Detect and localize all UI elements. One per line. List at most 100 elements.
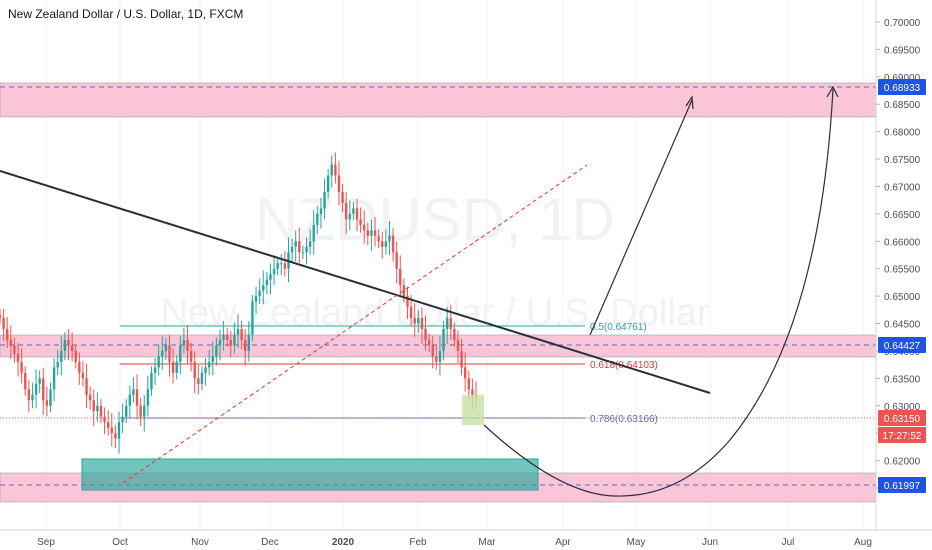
candle-body — [384, 241, 388, 247]
candle-body — [265, 279, 269, 286]
fib-05-label: 0.5(0.64761) — [590, 322, 647, 333]
candle-body — [88, 394, 92, 401]
candle-body — [175, 361, 178, 373]
candle-body — [56, 361, 59, 368]
candle-body — [363, 224, 366, 231]
candle-body — [193, 361, 196, 379]
candle-body — [157, 356, 160, 368]
candle-body — [247, 334, 251, 351]
candle-body — [2, 318, 5, 330]
candle-body — [60, 350, 63, 362]
projection-arrow-curve[interactable] — [483, 88, 834, 497]
x-tick-label: Apr — [555, 537, 571, 548]
candle-body — [225, 334, 229, 340]
candle-body — [453, 329, 456, 340]
candle-body — [373, 230, 377, 236]
resistance-zone[interactable] — [0, 82, 877, 118]
current-candle-box[interactable] — [462, 395, 484, 425]
pivot-zone[interactable] — [0, 334, 877, 358]
time-axis[interactable]: Sep Oct Nov Dec 2020 Feb Mar Apr May Jun Jul Aug — [37, 537, 872, 548]
candle-body — [143, 405, 146, 417]
svg-text:0.68933: 0.68933 — [884, 83, 921, 94]
candle-body — [20, 361, 23, 373]
y-tick-label: 0.65500 — [884, 265, 921, 276]
countdown-label: 17:27:52 — [878, 427, 926, 443]
y-tick-label: 0.62000 — [884, 457, 921, 468]
candle-body — [359, 219, 362, 225]
candle-body — [204, 367, 207, 373]
x-tick-label: Nov — [191, 537, 209, 548]
svg-text:17:27:52: 17:27:52 — [883, 431, 922, 442]
candle-body — [409, 307, 413, 319]
candle-body — [106, 422, 110, 428]
candle-body — [78, 361, 81, 373]
candle-body — [211, 356, 214, 362]
candle-body — [294, 241, 297, 247]
candle-body — [391, 235, 395, 253]
candles — [0, 152, 478, 454]
candle-body — [427, 339, 431, 346]
candle-body — [186, 339, 189, 351]
svg-text:0.61997: 0.61997 — [884, 481, 921, 492]
candle-body — [341, 191, 344, 203]
candle-body — [240, 329, 243, 340]
candle-body — [348, 213, 351, 220]
fib-786-label: 0.786(0.63166) — [590, 414, 658, 425]
candle-body — [135, 389, 139, 406]
candle-body — [103, 416, 106, 423]
x-tick-label: 2020 — [332, 537, 355, 548]
x-tick-label: Jul — [782, 537, 795, 548]
candle-body — [189, 350, 193, 362]
candle-body — [52, 367, 56, 390]
candle-body — [424, 329, 427, 340]
y-tick-label: 0.68000 — [884, 128, 921, 139]
demand-box[interactable] — [81, 458, 539, 491]
candle-body — [110, 427, 113, 434]
y-tick-label: 0.63500 — [884, 374, 921, 385]
candle-body — [200, 372, 204, 384]
candle-body — [233, 334, 236, 346]
candle-body — [9, 339, 13, 346]
candle-body — [417, 318, 420, 324]
projection-arrow-straight[interactable] — [589, 99, 693, 336]
candle-body — [283, 263, 287, 269]
candle-body — [125, 405, 128, 417]
candle-body — [262, 285, 265, 291]
candle-body — [431, 345, 434, 357]
y-tick-label: 0.67000 — [884, 182, 921, 193]
candle-body — [45, 400, 49, 406]
y-tick-label: 0.68500 — [884, 100, 921, 111]
candle-body — [352, 208, 355, 214]
svg-text:0.63150: 0.63150 — [884, 414, 921, 425]
y-tick-label: 0.64500 — [884, 320, 921, 331]
candle-body — [16, 353, 20, 362]
candle-body — [334, 164, 337, 176]
candle-body — [442, 329, 445, 351]
x-tick-label: Aug — [854, 537, 872, 548]
price-label-resistance: 0.68933 — [878, 79, 926, 95]
y-tick-label: 0.69500 — [884, 45, 921, 56]
candle-body — [305, 246, 308, 253]
fib-trend-line[interactable] — [122, 164, 588, 484]
y-tick-label: 0.69000 — [884, 73, 921, 84]
candle-body — [388, 235, 391, 242]
candle-body — [276, 263, 279, 269]
candle-body — [467, 378, 470, 390]
candle-body — [269, 274, 272, 280]
downtrend-line[interactable] — [0, 170, 711, 394]
x-tick-label: Jun — [702, 537, 718, 548]
candle-body — [330, 164, 333, 176]
candle-body — [182, 339, 186, 346]
candle-body — [258, 290, 261, 297]
watermark-symbol: NZDUSD, 1D — [255, 186, 615, 253]
arrow-head-2 — [826, 85, 839, 98]
candle-body — [244, 339, 247, 351]
candle-body — [344, 202, 348, 220]
candle-body — [168, 345, 171, 362]
candle-body — [471, 389, 474, 395]
candle-body — [34, 383, 38, 395]
y-tick-label: 0.66000 — [884, 237, 921, 248]
svg-text:0.64427: 0.64427 — [884, 341, 921, 352]
x-tick-label: Mar — [478, 537, 496, 548]
